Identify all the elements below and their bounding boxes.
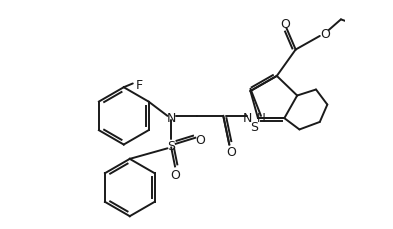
Text: N: N [167,111,176,124]
Text: N: N [242,111,252,124]
Text: F: F [136,79,143,92]
Text: S: S [250,120,258,133]
Text: S: S [167,139,175,152]
Text: O: O [226,145,236,158]
Text: O: O [196,133,206,146]
Text: H: H [257,111,266,124]
Text: O: O [280,18,290,31]
Text: O: O [320,28,330,41]
Text: O: O [170,169,180,181]
